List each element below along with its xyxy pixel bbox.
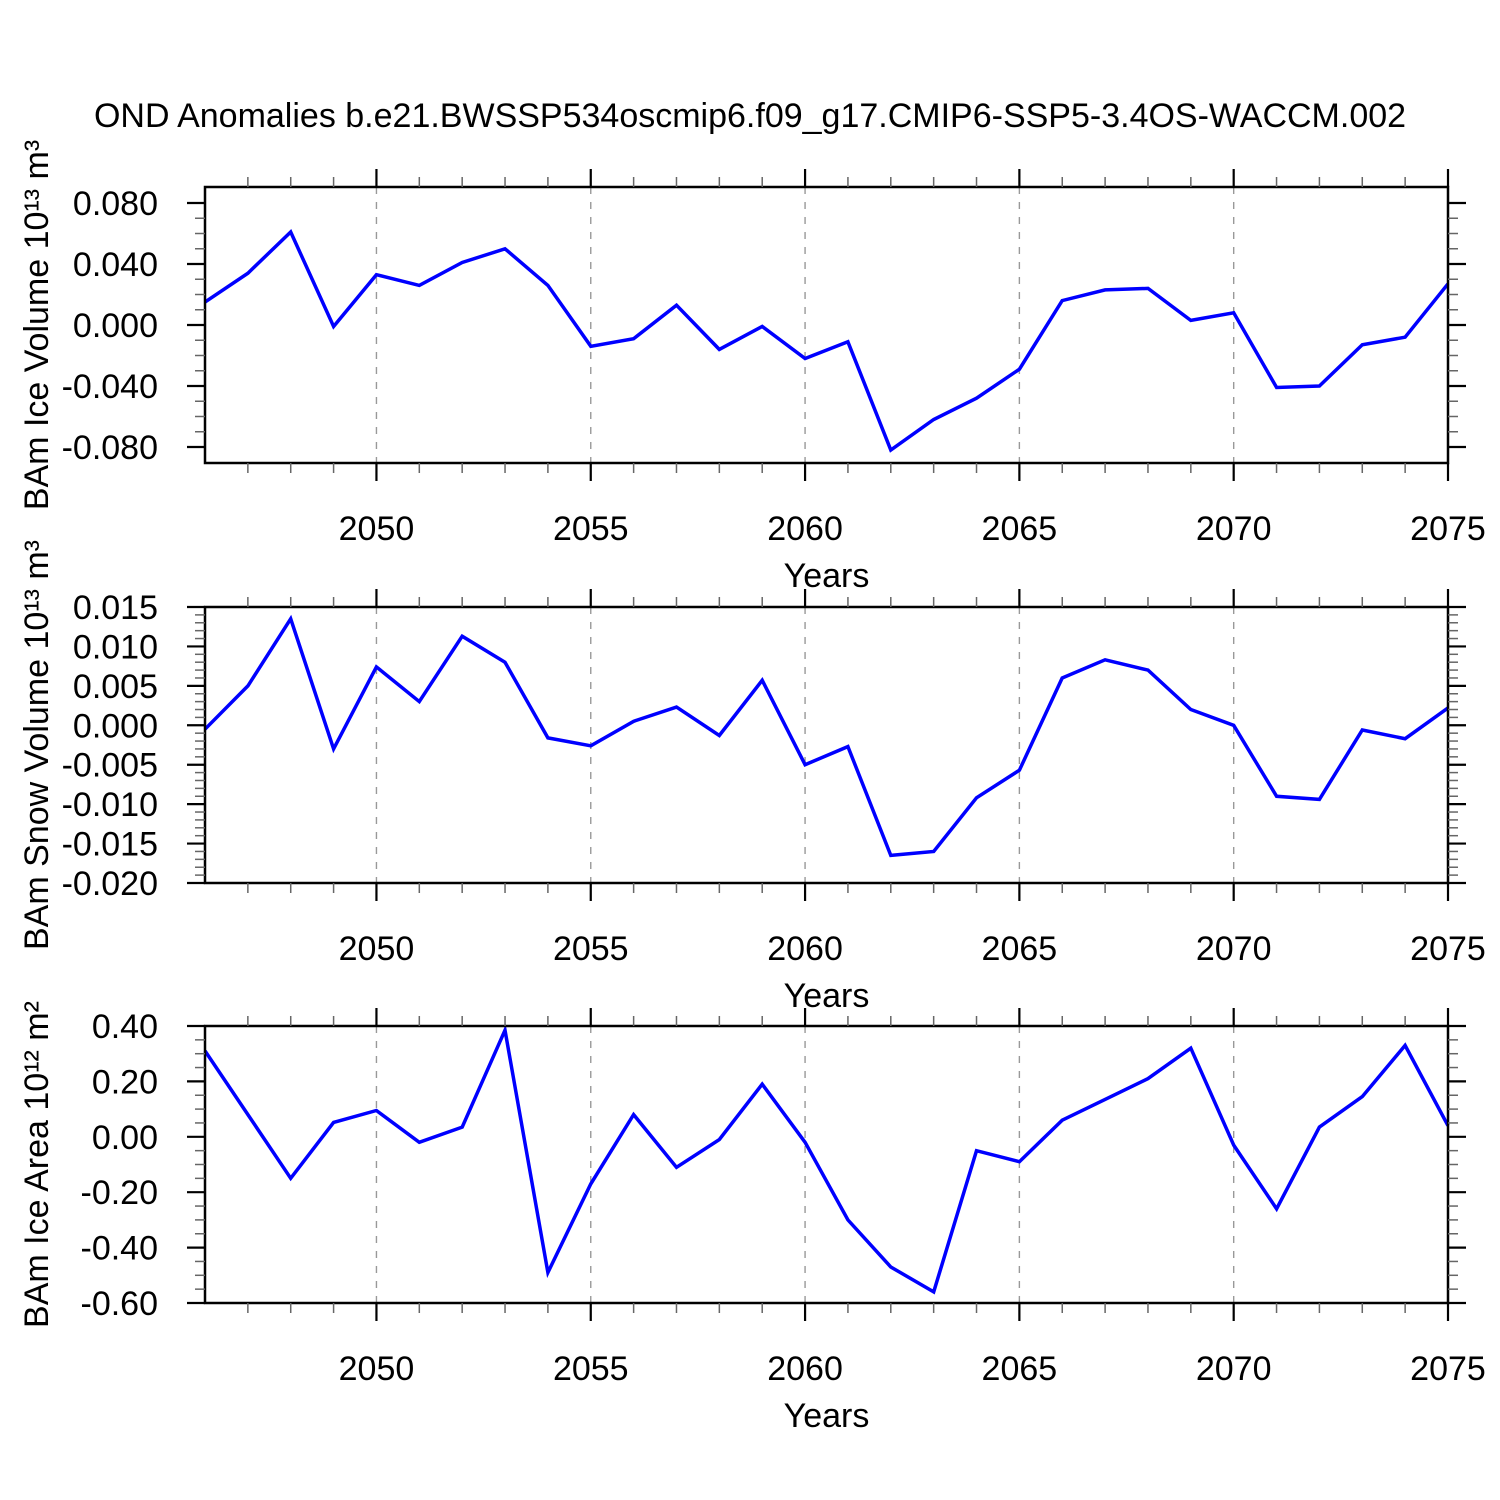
- plot-box: [203, 605, 1450, 885]
- x-tick-label: 2060: [767, 510, 843, 548]
- y-tick-label: -0.010: [62, 786, 158, 824]
- x-tick-label: 2060: [767, 930, 843, 968]
- y-tick-label: -0.040: [62, 368, 158, 406]
- x-tick-label: 2050: [339, 1350, 415, 1388]
- chart-ice-area: 2050 2055 2060 2065 2070 2075 0.40 0.20 0.00 -0.2…: [18, 1001, 1486, 1435]
- x-tick-label: 2055: [553, 510, 629, 548]
- x-axis-label: Years: [784, 977, 870, 1015]
- series-line: [203, 1024, 1450, 1295]
- y-tick-label: 0.010: [73, 628, 158, 666]
- x-axis-label: Years: [784, 557, 870, 595]
- x-tick-label: 2075: [1410, 510, 1486, 548]
- x-tick-label: 2075: [1410, 1350, 1486, 1388]
- chart-ice-volume: 2050 2055 2060 2065 2070 2075 0.080 0.040 0.000 -…: [18, 140, 1486, 595]
- x-tick-label: 2055: [553, 930, 629, 968]
- series-line: [203, 614, 1450, 858]
- plot-box: [203, 185, 1450, 465]
- x-tick-label: 2050: [339, 930, 415, 968]
- y-tick-label: 0.040: [73, 246, 158, 284]
- series-line: [204, 229, 1450, 453]
- x-tick-label: 2065: [982, 1350, 1058, 1388]
- y-tick-label: 0.00: [92, 1119, 158, 1157]
- y-tick-label: 0.015: [73, 589, 158, 627]
- x-tick-label: 2070: [1196, 1350, 1272, 1388]
- y-tick-label: 0.20: [92, 1063, 158, 1101]
- plot-box: [203, 1024, 1450, 1305]
- y-tick-label: -0.020: [62, 865, 158, 903]
- y-tick-label: -0.080: [62, 429, 158, 467]
- y-axis-label: BAm Snow Volume 10¹³ m³: [18, 540, 56, 950]
- chart-snow-volume: 2050 2055 2060 2065 2070 2075 0.0150.0100.0050…: [18, 540, 1486, 1015]
- y-tick-label: 0.080: [73, 185, 158, 223]
- x-tick-label: 2065: [982, 930, 1058, 968]
- y-tick-label: 0.005: [73, 668, 158, 706]
- x-tick-label: 2060: [767, 1350, 843, 1388]
- y-tick-label: -0.20: [81, 1174, 159, 1212]
- figure-title: OND Anomalies b.e21.BWSSP534oscmip6.f09_…: [93, 97, 1407, 135]
- x-tick-label: 2070: [1196, 930, 1272, 968]
- y-tick-label: -0.60: [81, 1285, 159, 1323]
- x-tick-label: 2055: [553, 1350, 629, 1388]
- y-axis-label: BAm Ice Volume 10¹³ m³: [18, 140, 56, 510]
- y-tick-label: -0.015: [62, 826, 158, 864]
- y-tick-label: -0.005: [62, 747, 158, 785]
- y-tick-label: -0.40: [81, 1230, 159, 1268]
- x-tick-label: 2075: [1410, 930, 1486, 968]
- y-tick-label: 0.40: [92, 1008, 158, 1046]
- x-tick-label: 2065: [982, 510, 1058, 548]
- x-tick-label: 2070: [1196, 510, 1272, 548]
- x-axis-label: Years: [784, 1397, 870, 1435]
- y-axis-label: BAm Ice Area 10¹² m²: [18, 1001, 56, 1328]
- y-tick-label: 0.000: [73, 307, 158, 345]
- x-tick-label: 2050: [339, 510, 415, 548]
- y-tick-label: 0.000: [73, 707, 158, 745]
